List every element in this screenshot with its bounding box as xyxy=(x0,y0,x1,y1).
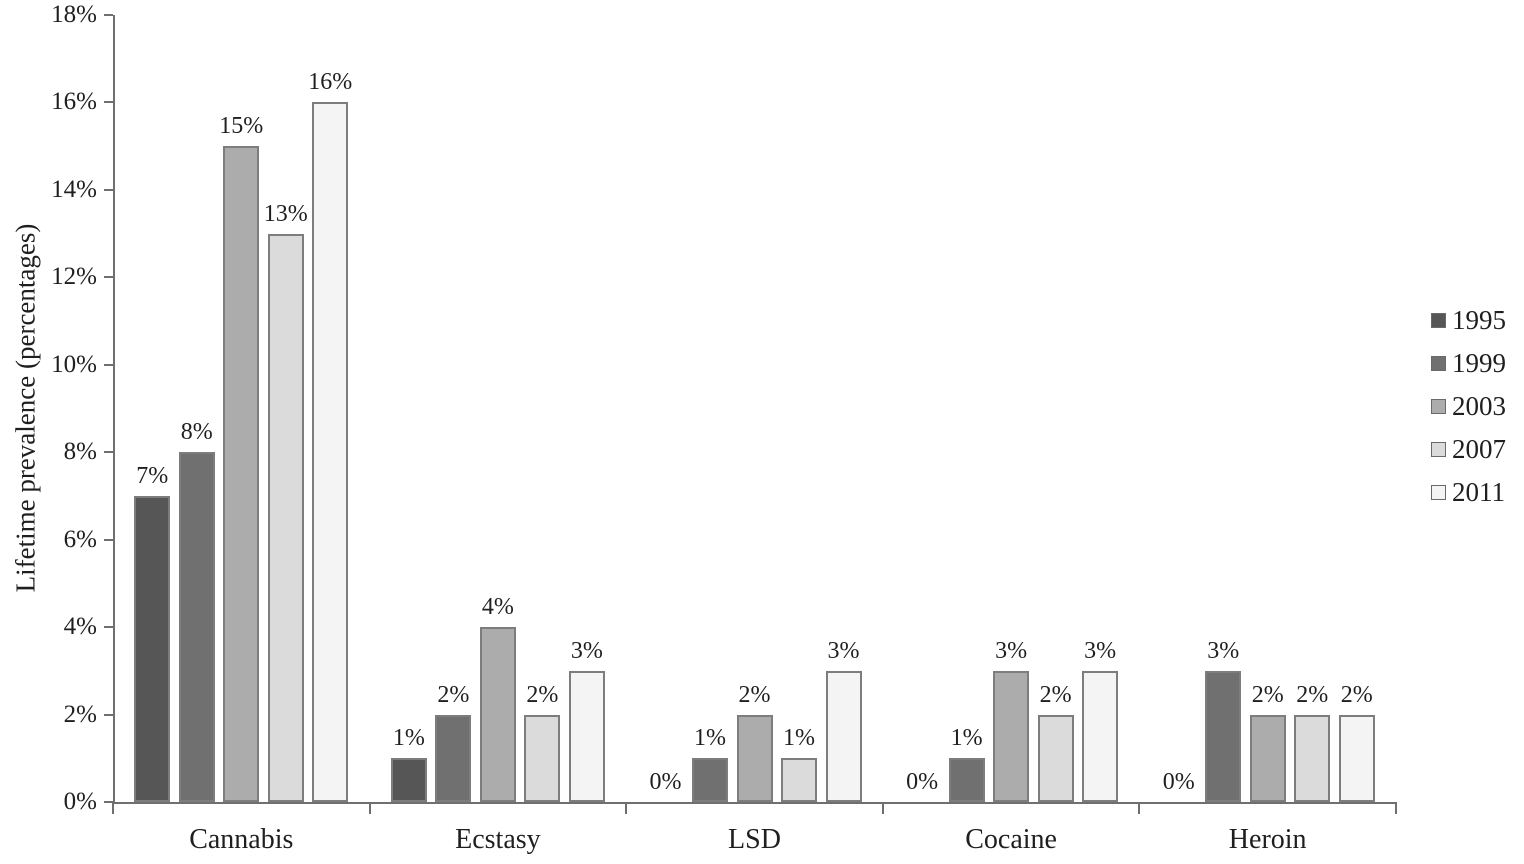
bar-value-label: 8% xyxy=(180,419,213,446)
y-axis-tick xyxy=(104,14,113,16)
x-axis-tick xyxy=(1138,802,1141,814)
bar-2007-ecstasy xyxy=(524,714,561,802)
legend-item-2007: 2007 xyxy=(1431,434,1506,464)
bar-1999-ecstasy xyxy=(435,714,472,802)
bar-value-label: 1% xyxy=(392,725,425,752)
bar-value-label: 3% xyxy=(1207,637,1240,664)
x-axis-tick xyxy=(1395,802,1397,814)
legend: 1995 1999 2003 2007 2011 xyxy=(1431,305,1506,520)
x-axis-tick xyxy=(625,802,628,814)
legend-item-1999: 1999 xyxy=(1431,348,1506,378)
bar-value-label: 2% xyxy=(1296,681,1329,708)
bar-2007-cocaine xyxy=(1037,714,1074,802)
legend-swatch-icon xyxy=(1431,355,1446,371)
bar-1999-lsd xyxy=(692,758,728,802)
legend-label: 2007 xyxy=(1452,433,1506,464)
bar-2011-ecstasy xyxy=(568,670,605,802)
legend-swatch-icon xyxy=(1431,484,1446,500)
x-axis-line xyxy=(113,802,1397,804)
bar-2003-ecstasy xyxy=(479,627,516,802)
y-axis-tick-label: 0% xyxy=(63,788,97,815)
y-axis-tick-label: 6% xyxy=(63,525,97,553)
bar-value-label: 2% xyxy=(1251,681,1284,708)
legend-swatch-icon xyxy=(1431,398,1446,414)
bar-2003-heroin xyxy=(1249,714,1286,802)
bar-2011-cannabis xyxy=(312,102,349,802)
bar-2003-cannabis xyxy=(223,146,260,802)
bar-value-label: 2% xyxy=(1039,681,1072,708)
y-axis-tick xyxy=(104,276,113,279)
bar-value-label: 3% xyxy=(1084,637,1117,664)
bar-value-label: 13% xyxy=(263,200,308,227)
bar-2007-cannabis xyxy=(267,233,304,802)
legend-item-2011: 2011 xyxy=(1431,477,1506,507)
bar-value-label: 3% xyxy=(570,637,603,664)
bar-value-label-zero: 0% xyxy=(649,769,682,795)
legend-label: 1995 xyxy=(1452,304,1506,335)
bar-value-label: 1% xyxy=(950,725,983,752)
bar-2011-heroin xyxy=(1338,714,1375,802)
bar-1999-cannabis xyxy=(178,452,215,802)
category-label-cannabis: Cannabis xyxy=(189,824,294,855)
bar-value-label: 2% xyxy=(1340,681,1373,708)
bar-2011-cocaine xyxy=(1082,670,1119,802)
bar-value-label: 16% xyxy=(308,69,353,96)
y-axis-tick xyxy=(104,538,113,541)
bar-value-label: 3% xyxy=(827,637,860,664)
bar-1999-heroin xyxy=(1205,670,1242,802)
x-axis-tick xyxy=(368,802,371,814)
bar-value-label: 7% xyxy=(136,462,169,489)
bar-2007-heroin xyxy=(1294,714,1331,802)
bar-2011-lsd xyxy=(825,670,862,802)
legend-item-1995: 1995 xyxy=(1431,305,1506,335)
bar-value-label: 1% xyxy=(694,725,726,752)
bar-value-label-zero: 0% xyxy=(906,769,939,795)
legend-label: 2011 xyxy=(1452,476,1505,507)
bar-value-label: 3% xyxy=(995,637,1028,664)
x-axis-tick xyxy=(112,802,114,814)
bar-1995-ecstasy xyxy=(390,758,427,802)
legend-label: 2003 xyxy=(1452,390,1506,421)
bar-value-label: 2% xyxy=(437,681,470,708)
bar-value-label: 15% xyxy=(219,113,264,140)
bar-2007-lsd xyxy=(781,758,817,802)
y-axis-tick-label: 8% xyxy=(63,438,97,466)
bar-value-label: 2% xyxy=(738,681,771,708)
bar-value-label: 4% xyxy=(481,594,514,621)
y-axis-tick xyxy=(104,713,113,716)
category-label-cocaine: Cocaine xyxy=(965,824,1057,855)
bar-value-label: 2% xyxy=(526,681,559,708)
legend-swatch-icon xyxy=(1431,441,1446,457)
category-label-ecstasy: Ecstasy xyxy=(455,824,541,855)
bar-1999-cocaine xyxy=(948,758,985,802)
bar-value-label-zero: 0% xyxy=(1162,769,1195,795)
bar-2003-cocaine xyxy=(993,670,1030,802)
y-axis-tick xyxy=(104,363,113,366)
y-axis-tick xyxy=(104,101,113,104)
y-axis-tick-label: 16% xyxy=(51,88,97,116)
y-axis-tick xyxy=(104,626,113,629)
y-axis-line xyxy=(113,15,115,804)
category-label-lsd: LSD xyxy=(728,824,781,855)
y-axis-tick xyxy=(104,451,113,454)
y-axis-tick-label: 12% xyxy=(51,263,97,291)
bar-2003-lsd xyxy=(736,714,773,802)
legend-item-2003: 2003 xyxy=(1431,391,1506,421)
y-axis-tick-label: 2% xyxy=(63,700,97,728)
x-axis-tick xyxy=(881,802,884,814)
legend-label: 1999 xyxy=(1452,347,1506,378)
y-axis-tick-label: 18% xyxy=(51,1,97,28)
y-axis-tick-label: 14% xyxy=(51,175,97,203)
y-axis-tick xyxy=(104,801,113,803)
y-axis-tick-label: 10% xyxy=(51,350,97,378)
bar-1995-cannabis xyxy=(134,495,171,802)
legend-swatch-icon xyxy=(1431,312,1446,328)
bar-value-label: 1% xyxy=(783,725,815,752)
category-label-heroin: Heroin xyxy=(1228,824,1307,855)
y-axis-tick xyxy=(104,188,113,191)
y-axis-tick-label: 4% xyxy=(63,613,97,641)
